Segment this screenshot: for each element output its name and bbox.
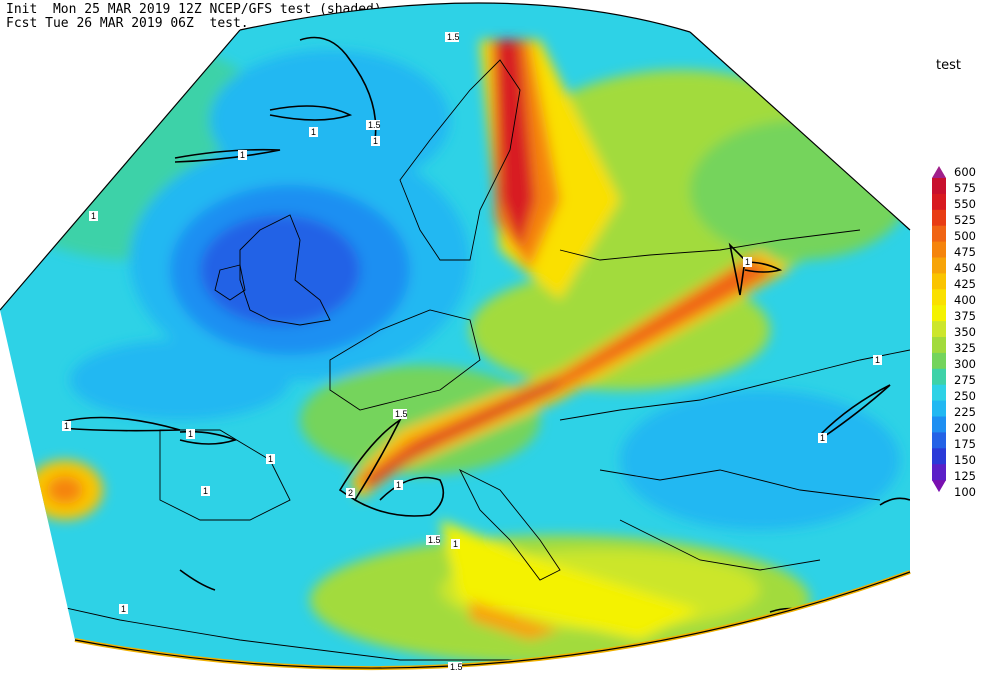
legend-swatch	[932, 257, 946, 274]
legend-tick-label: 200	[954, 421, 976, 436]
svg-text:1: 1	[396, 480, 401, 490]
forecast-header: Fcst Tue 26 MAR 2019 06Z test.	[6, 16, 249, 31]
legend-tick-label: 375	[954, 309, 976, 324]
svg-text:1: 1	[820, 433, 825, 443]
contour-label: 1	[119, 604, 128, 614]
legend-title: test	[936, 58, 961, 73]
legend-tick-label: 150	[954, 453, 976, 468]
legend-tick-label: 575	[954, 181, 976, 195]
legend-tick-label: 325	[954, 341, 976, 356]
legend-tick-label: 525	[954, 213, 976, 227]
contour-label: 1.5	[448, 662, 463, 672]
contour-label: 1	[201, 486, 210, 496]
legend-swatch	[932, 400, 946, 418]
legend-tick-label: 425	[954, 277, 976, 292]
contour-label: 1.5	[445, 32, 460, 42]
legend-swatch	[932, 193, 946, 211]
svg-text:1: 1	[203, 486, 208, 496]
contour-label: 1	[394, 480, 403, 490]
legend-tick-label: 175	[954, 437, 976, 452]
svg-text:1: 1	[875, 355, 880, 365]
svg-text:1.5: 1.5	[450, 662, 463, 672]
contour-label: 1	[309, 127, 318, 137]
legend-swatch	[932, 273, 946, 290]
contour-label: 1	[743, 257, 752, 267]
svg-text:1: 1	[373, 136, 378, 146]
svg-text:2: 2	[348, 488, 353, 498]
legend-swatch	[932, 416, 946, 433]
svg-text:1: 1	[91, 211, 96, 221]
legend-swatch	[932, 448, 946, 465]
contour-label: 1	[186, 429, 195, 439]
legend-arrow-bottom	[932, 480, 946, 493]
legend-tick-label: 125	[954, 469, 976, 484]
svg-text:1.5: 1.5	[428, 535, 441, 545]
legend-swatch	[932, 289, 946, 306]
contour-label: 1.5	[366, 120, 381, 130]
svg-text:1.5: 1.5	[395, 409, 408, 419]
svg-text:1: 1	[240, 150, 245, 160]
legend-swatch	[932, 178, 946, 195]
legend-tick-label: 225	[954, 405, 976, 420]
svg-text:1: 1	[121, 604, 126, 614]
contour-label: 1.5	[426, 535, 441, 545]
svg-text:1: 1	[745, 257, 750, 267]
legend-tick-label: 600	[954, 165, 976, 179]
svg-text:1: 1	[64, 421, 69, 431]
legend-swatch	[932, 241, 946, 259]
contour-labels: 1.5 1 1 1.5 1 1 1 1.5 1 1 1 1 2 1 1.5 1 …	[62, 32, 882, 672]
legend-swatch	[932, 368, 946, 386]
legend-tick-label: 275	[954, 373, 976, 388]
contour-label: 1	[238, 150, 247, 160]
svg-text:1: 1	[311, 127, 316, 137]
legend-tick-label: 450	[954, 261, 976, 276]
svg-text:1: 1	[188, 429, 193, 439]
legend-tick-label: 300	[954, 357, 976, 372]
legend-tick-label: 350	[954, 325, 976, 340]
legend-tick-label: 250	[954, 389, 976, 404]
legend-tick-label: 550	[954, 197, 976, 211]
contour-label: 1	[818, 433, 827, 443]
svg-text:1.5: 1.5	[447, 32, 460, 42]
svg-text:1.5: 1.5	[368, 120, 381, 130]
legend-swatch	[932, 432, 946, 449]
contour-label: 1.5	[393, 409, 408, 419]
legend-swatch	[932, 337, 946, 354]
legend-swatch	[932, 464, 946, 481]
contours	[61, 36, 910, 613]
contour-label: 2	[346, 488, 355, 498]
svg-text:1: 1	[453, 539, 458, 549]
contour-label: 1	[873, 355, 882, 365]
legend-tick-label: 400	[954, 293, 976, 308]
legend-tick-label: 100	[954, 485, 976, 500]
legend-swatch	[932, 305, 946, 322]
legend-arrow-top	[932, 166, 946, 178]
svg-text:1: 1	[268, 454, 273, 464]
legend-tick-label: 475	[954, 245, 976, 260]
contour-label: 1	[89, 211, 98, 221]
legend-swatch	[932, 384, 946, 402]
legend-swatch	[932, 352, 946, 370]
legend-colorbar	[932, 166, 946, 493]
contour-label: 1	[62, 421, 71, 431]
contour-label: 1	[451, 539, 460, 549]
legend-swatch	[932, 209, 946, 227]
contour-label: 1	[266, 454, 275, 464]
legend-swatch	[932, 225, 946, 243]
legend-swatch	[932, 321, 946, 338]
legend-tick-label: 500	[954, 229, 976, 244]
contour-label: 1	[371, 136, 380, 146]
